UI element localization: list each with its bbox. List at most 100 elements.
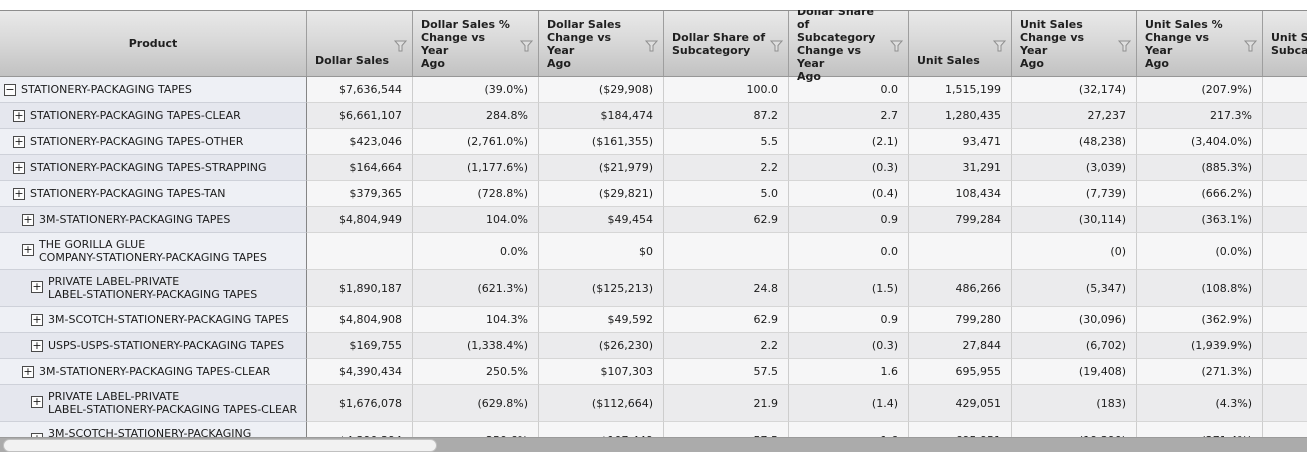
grid-cell (1263, 270, 1307, 307)
product-label: 3M-STATIONERY-PACKAGING TAPES (39, 213, 231, 226)
column-header-dollar-sales[interactable]: Dollar Sales (307, 11, 413, 76)
horizontal-scrollbar-thumb[interactable] (3, 439, 437, 452)
grid-cell: (271.4%) (1137, 422, 1263, 437)
grid-cell (1263, 77, 1307, 103)
grid-cell: 1,280,435 (909, 103, 1012, 129)
grid-cell: (19,390) (1012, 422, 1137, 437)
grid-cell: 24.8 (664, 270, 789, 307)
expand-icon[interactable]: + (31, 433, 43, 437)
grid-body: − STATIONERY-PACKAGING TAPES $7,636,544 (39… (0, 77, 1307, 437)
grid-cell: 108,434 (909, 181, 1012, 207)
grid-cell: 1,515,199 (909, 77, 1012, 103)
horizontal-scrollbar[interactable] (0, 437, 1307, 452)
column-header-unit-share-of-subcategory[interactable]: Unit Share of Subcategory (1263, 11, 1307, 76)
product-label: 3M-STATIONERY-PACKAGING TAPES-CLEAR (39, 365, 271, 378)
grid-cell: 2.2 (664, 155, 789, 181)
grid-cell: 27,844 (909, 333, 1012, 359)
product-label: STATIONERY-PACKAGING TAPES-OTHER (30, 135, 244, 148)
grid-cell: $6,661,107 (307, 103, 413, 129)
product-label: STATIONERY-PACKAGING TAPES-TAN (30, 187, 226, 200)
column-header-label: Dollar Sales Change vs Year Ago (547, 17, 622, 70)
product-cell: + STATIONERY-PACKAGING TAPES-TAN (0, 181, 307, 207)
grid-cell: $379,365 (307, 181, 413, 207)
expand-icon[interactable]: + (31, 280, 43, 293)
product-cell: + STATIONERY-PACKAGING TAPES-CLEAR (0, 103, 307, 129)
table-row: +3M-SCOTCH-STATIONERY-PACKAGING TAPES $4,… (0, 307, 1307, 333)
column-header-label: Dollar Share of Subcategory Change vs Ye… (797, 10, 876, 83)
grid-cell: (0.3) (789, 155, 909, 181)
grid-cell: (1.5) (789, 270, 909, 307)
column-header-dollar-share-of-subcategory-change-vs-year-ago[interactable]: Dollar Share of Subcategory Change vs Ye… (789, 10, 909, 83)
filter-icon[interactable] (993, 40, 1006, 52)
table-row: +3M-STATIONERY-PACKAGING TAPES $4,804,949… (0, 207, 1307, 233)
column-header-dollar-share-of-subcategory[interactable]: Dollar Share of Subcategory (664, 11, 789, 76)
expand-icon[interactable]: + (22, 212, 34, 226)
product-cell: +3M-SCOTCH-STATIONERY-PACKAGING TAPES (0, 307, 307, 333)
collapse-icon[interactable]: − (4, 82, 16, 96)
grid-cell: $164,664 (307, 155, 413, 181)
grid-cell: (271.3%) (1137, 359, 1263, 385)
grid-cell: 93,471 (909, 129, 1012, 155)
expand-icon[interactable]: + (31, 338, 43, 352)
column-header-dollar-sales-change-vs-year-ago[interactable]: Dollar Sales % Change vs Year Ago (413, 11, 539, 76)
filter-icon[interactable] (1244, 40, 1257, 52)
product-label: 3M-SCOTCH-STATIONERY-PACKAGING TAPES-CLE… (48, 427, 252, 437)
grid-cell: 21.9 (664, 385, 789, 422)
grid-cell (1263, 385, 1307, 422)
grid-cell: 62.9 (664, 307, 789, 333)
column-header-product[interactable]: Product (0, 11, 307, 76)
filter-icon[interactable] (1118, 40, 1131, 52)
grid-cell (1263, 333, 1307, 359)
grid-cell: (885.3%) (1137, 155, 1263, 181)
expand-icon[interactable]: + (22, 243, 34, 256)
filter-icon[interactable] (645, 40, 658, 52)
grid-cell: 31,291 (909, 155, 1012, 181)
grid-cell: (0.4) (789, 181, 909, 207)
column-header-unit-sales[interactable]: Unit Sales (909, 11, 1012, 76)
grid-cell: 250.5% (413, 359, 539, 385)
grid-cell: (207.9%) (1137, 77, 1263, 103)
grid-cell: $423,046 (307, 129, 413, 155)
filter-icon[interactable] (520, 40, 533, 52)
grid-cell: (1,177.6%) (413, 155, 539, 181)
table-row: + PRIVATE LABEL-PRIVATE LABEL-STATIONERY-… (0, 270, 1307, 307)
expand-icon[interactable]: + (13, 108, 25, 122)
product-label: STATIONERY-PACKAGING TAPES-STRAPPING (30, 161, 267, 174)
table-row: + PRIVATE LABEL-PRIVATE LABEL-STATIONERY-… (0, 385, 1307, 422)
column-header-unit-sales-change-vs-year-ago[interactable]: Unit Sales Change vs Year Ago (1012, 11, 1137, 76)
product-label: PRIVATE LABEL-PRIVATE LABEL-STATIONERY-P… (48, 390, 298, 416)
grid-cell: 2.7 (789, 103, 909, 129)
expand-icon[interactable]: + (13, 160, 25, 174)
table-row: + THE GORILLA GLUE COMPANY-STATIONERY-PAC… (0, 233, 1307, 270)
grid-cell: (108.8%) (1137, 270, 1263, 307)
filter-icon[interactable] (770, 40, 783, 52)
product-cell: +3M-STATIONERY-PACKAGING TAPES (0, 207, 307, 233)
grid-cell: (362.9%) (1137, 307, 1263, 333)
grid-cell: $4,390,434 (307, 359, 413, 385)
grid-cell: $107,449 (539, 422, 664, 437)
grid-cell: $4,804,949 (307, 207, 413, 233)
grid-cell: 2.2 (664, 333, 789, 359)
data-grid: Product Dollar Sales Dollar Sales % Change… (0, 10, 1307, 437)
grid-cell (1263, 129, 1307, 155)
grid-cell: (3,404.0%) (1137, 129, 1263, 155)
grid-cell: $49,454 (539, 207, 664, 233)
filter-icon[interactable] (890, 40, 903, 52)
grid-cell: 1.6 (789, 422, 909, 437)
column-header-unit-sales-change-vs-year-ago[interactable]: Unit Sales % Change vs Year Ago (1137, 11, 1263, 76)
expand-icon[interactable]: + (13, 134, 25, 148)
filter-icon[interactable] (394, 40, 407, 52)
product-cell: +3M-SCOTCH-STATIONERY-PACKAGING TAPES-CL… (0, 422, 307, 437)
expand-icon[interactable]: + (13, 186, 25, 200)
product-cell: + PRIVATE LABEL-PRIVATE LABEL-STATIONERY-… (0, 270, 307, 307)
grid-cell: $107,303 (539, 359, 664, 385)
product-cell: + STATIONERY-PACKAGING TAPES-OTHER (0, 129, 307, 155)
grid-cell: (1,939.9%) (1137, 333, 1263, 359)
column-header-dollar-sales-change-vs-year-ago[interactable]: Dollar Sales Change vs Year Ago (539, 11, 664, 76)
grid-cell: 799,284 (909, 207, 1012, 233)
grid-cell: (363.1%) (1137, 207, 1263, 233)
expand-icon[interactable]: + (31, 312, 43, 326)
grid-cell: 799,280 (909, 307, 1012, 333)
expand-icon[interactable]: + (22, 364, 34, 378)
expand-icon[interactable]: + (31, 395, 43, 408)
